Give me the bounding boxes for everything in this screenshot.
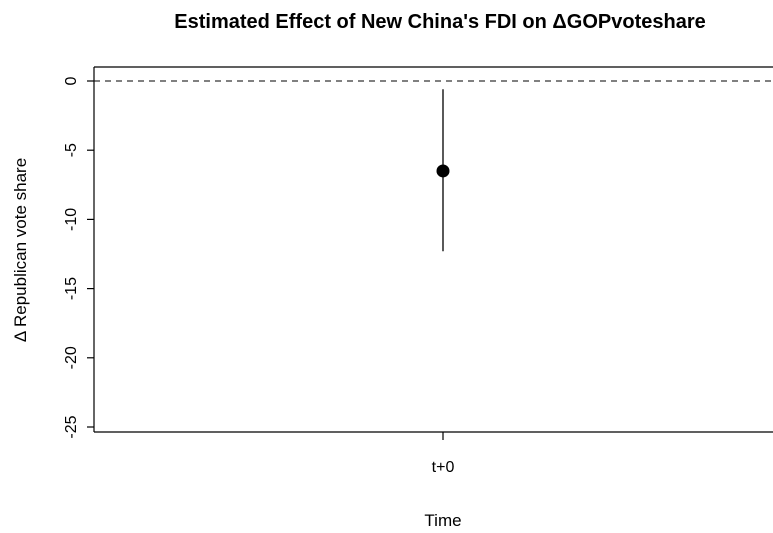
chart-title: Estimated Effect of New China's FDI on Δ…: [174, 11, 705, 33]
y-tick-label: -25: [63, 415, 80, 438]
data-marks: [436, 89, 450, 252]
y-tick-label: -20: [63, 346, 80, 369]
y-tick-label: 0: [63, 76, 80, 85]
y-tick-label: -15: [63, 277, 80, 300]
y-axis: 0 -5 -10 -15 -20 -25: [63, 76, 94, 439]
y-axis-label: Δ Republican vote share: [11, 158, 30, 342]
x-axis-label: Time: [424, 511, 461, 530]
x-tick-label: t+0: [432, 459, 455, 476]
y-tick-label: -5: [63, 143, 80, 157]
x-axis: t+0: [432, 432, 455, 476]
point-estimate: [436, 164, 450, 178]
y-tick-label: -10: [63, 208, 80, 231]
plot-frame: [93, 66, 773, 433]
